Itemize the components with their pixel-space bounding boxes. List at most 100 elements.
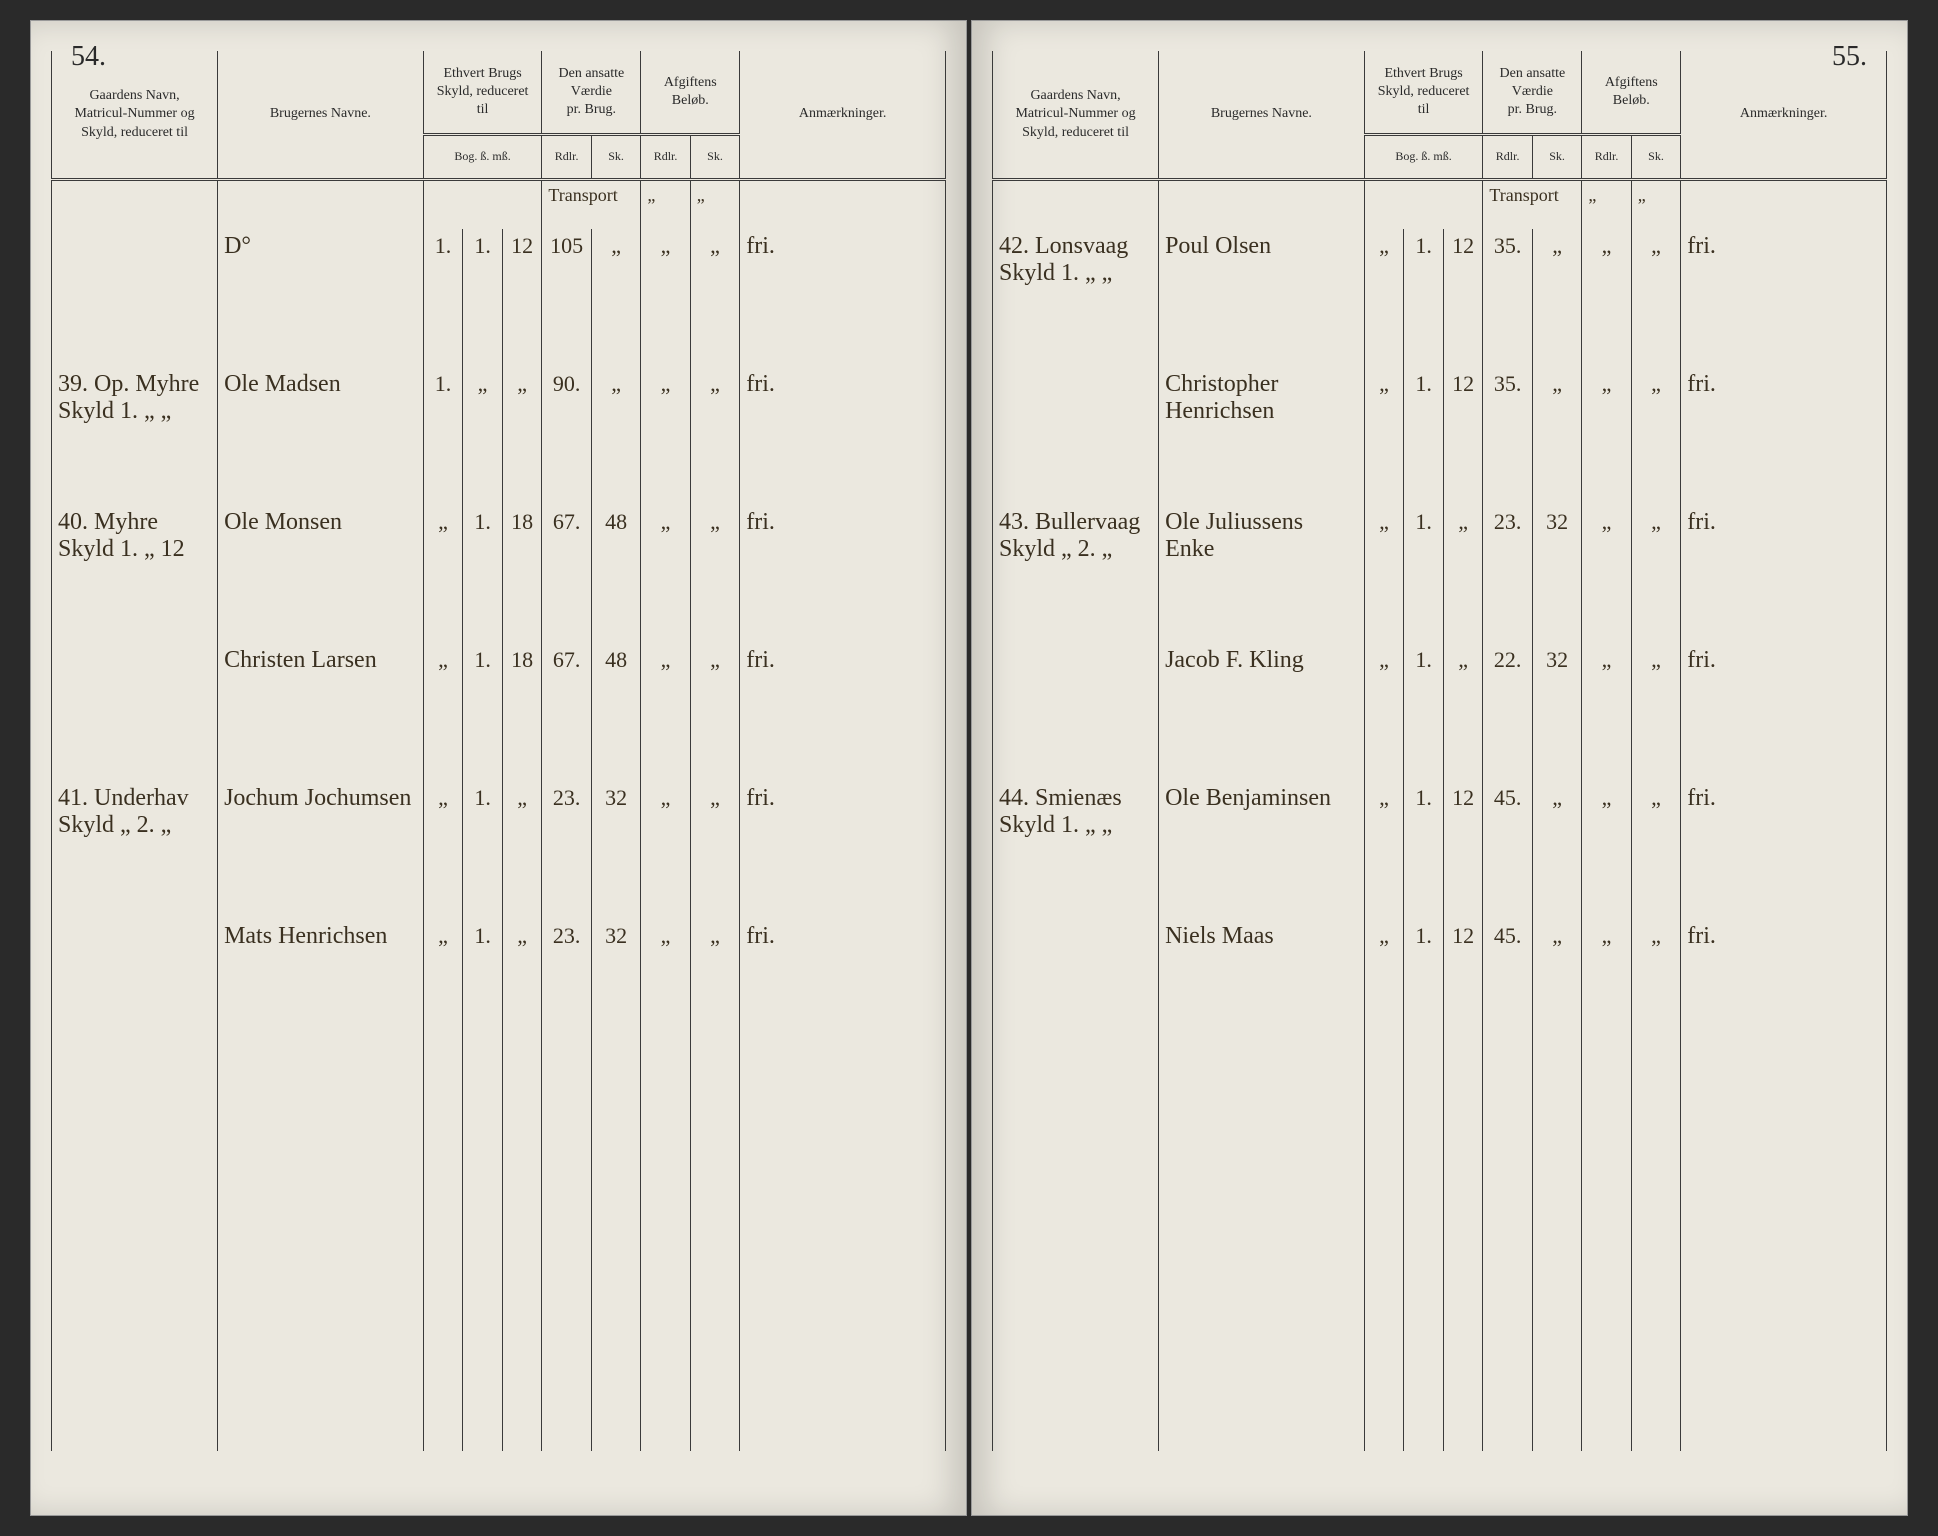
- cell-a2: „: [1631, 781, 1680, 919]
- cell-s1: „: [423, 919, 463, 1057]
- table-row: 44. SmienæsSkyld 1. „ „ Ole Benjaminsen …: [993, 781, 1887, 919]
- cell-anm: fri.: [740, 367, 946, 505]
- header-afgift: AfgiftensBeløb.: [641, 51, 740, 135]
- cell-v2: „: [1532, 367, 1581, 505]
- cell-gaard: [993, 919, 1159, 1057]
- cell-s2: „: [463, 367, 503, 505]
- cell-s3: „: [1443, 505, 1483, 643]
- cell-anm: fri.: [740, 229, 946, 367]
- cell-a1: „: [1582, 229, 1631, 367]
- subheader-skyld: Bog. ß. mß.: [423, 135, 542, 180]
- cell-gaard: [993, 643, 1159, 781]
- cell-s1: „: [1364, 781, 1404, 919]
- cell-v2: 32: [591, 919, 640, 1057]
- subheader-rdlr1: Rdlr.: [542, 135, 591, 180]
- cell-bruger: Mats Henrichsen: [218, 919, 424, 1057]
- page-number-left: 54.: [71, 41, 106, 73]
- cell-a1: „: [1582, 643, 1631, 781]
- cell-s2: 1.: [463, 229, 503, 367]
- header-vaerdi: Den ansatteVærdiepr. Brug.: [542, 51, 641, 135]
- subheader-sk2: Sk.: [1631, 135, 1680, 180]
- filler-row: [52, 1057, 946, 1451]
- cell-anm: fri.: [1681, 367, 1887, 505]
- cell-a1: „: [641, 919, 690, 1057]
- cell-gaard: 40. MyhreSkyld 1. „ 12: [52, 505, 218, 643]
- cell-anm: fri.: [740, 919, 946, 1057]
- table-row: D° 1. 1. 12 105 „ „ „ fri.: [52, 229, 946, 367]
- cell-v1: 67.: [542, 505, 591, 643]
- cell-v2: 48: [591, 643, 640, 781]
- table-row: Mats Henrichsen „ 1. „ 23. 32 „ „ fri.: [52, 919, 946, 1057]
- cell-anm: fri.: [1681, 505, 1887, 643]
- transport-label: Transport: [1483, 180, 1582, 230]
- cell-a1: „: [1582, 367, 1631, 505]
- cell-a1: „: [1582, 505, 1631, 643]
- cell-s3: „: [1443, 643, 1483, 781]
- cell-anm: fri.: [1681, 643, 1887, 781]
- cell-gaard: 44. SmienæsSkyld 1. „ „: [993, 781, 1159, 919]
- cell-v1: 23.: [542, 919, 591, 1057]
- cell-s1: „: [1364, 367, 1404, 505]
- cell-s3: 12: [1443, 919, 1483, 1057]
- filler-row: [993, 1057, 1887, 1451]
- cell-anm: fri.: [1681, 229, 1887, 367]
- cell-a1: „: [641, 367, 690, 505]
- cell-s3: „: [502, 919, 542, 1057]
- ledger-table-left: Gaardens Navn,Matricul-Nummer ogSkyld, r…: [51, 51, 946, 1451]
- cell-a2: „: [690, 781, 739, 919]
- cell-v1: 23.: [1483, 505, 1532, 643]
- cell-s1: 1.: [423, 367, 463, 505]
- cell-a2: „: [1631, 229, 1680, 367]
- cell-a2: „: [1631, 367, 1680, 505]
- cell-gaard: 43. BullervaagSkyld „ 2. „: [993, 505, 1159, 643]
- cell-s3: 12: [502, 229, 542, 367]
- subheader-sk1: Sk.: [1532, 135, 1581, 180]
- cell-anm: fri.: [1681, 919, 1887, 1057]
- ledger-book: 54. Gaardens Navn,Matricul-Nummer ogSkyl…: [0, 0, 1938, 1536]
- cell-gaard: 41. UnderhavSkyld „ 2. „: [52, 781, 218, 919]
- cell-s2: 1.: [1404, 505, 1444, 643]
- table-row: Niels Maas „ 1. 12 45. „ „ „ fri.: [993, 919, 1887, 1057]
- cell-v2: „: [1532, 229, 1581, 367]
- cell-s3: 18: [502, 505, 542, 643]
- cell-v1: 23.: [542, 781, 591, 919]
- cell-gaard: [52, 229, 218, 367]
- cell-s2: 1.: [463, 505, 503, 643]
- header-skyld: Ethvert BrugsSkyld, reducerettil: [1364, 51, 1483, 135]
- table-row: 40. MyhreSkyld 1. „ 12 Ole Monsen „ 1. 1…: [52, 505, 946, 643]
- cell-a2: „: [1631, 505, 1680, 643]
- cell-s2: 1.: [1404, 229, 1444, 367]
- table-row: Jacob F. Kling „ 1. „ 22. 32 „ „ fri.: [993, 643, 1887, 781]
- cell-v2: 32: [1532, 643, 1581, 781]
- ledger-body-left: Transport „„ D° 1. 1. 12 105 „ „ „ fri. …: [52, 180, 946, 1452]
- cell-v2: „: [1532, 781, 1581, 919]
- cell-a2: „: [1631, 919, 1680, 1057]
- cell-s2: 1.: [1404, 643, 1444, 781]
- cell-gaard: [52, 919, 218, 1057]
- cell-gaard: [52, 643, 218, 781]
- header-afgift: AfgiftensBeløb.: [1582, 51, 1681, 135]
- cell-s3: 12: [1443, 367, 1483, 505]
- cell-s2: 1.: [463, 781, 503, 919]
- cell-s3: 12: [1443, 781, 1483, 919]
- cell-s1: „: [1364, 229, 1404, 367]
- subheader-skyld: Bog. ß. mß.: [1364, 135, 1483, 180]
- cell-bruger: Jochum Jochumsen: [218, 781, 424, 919]
- table-row: 41. UnderhavSkyld „ 2. „ Jochum Jochumse…: [52, 781, 946, 919]
- cell-v2: „: [591, 229, 640, 367]
- cell-v1: 45.: [1483, 919, 1532, 1057]
- cell-bruger: Ole Monsen: [218, 505, 424, 643]
- cell-v1: 35.: [1483, 229, 1532, 367]
- cell-a2: „: [690, 367, 739, 505]
- subheader-sk1: Sk.: [591, 135, 640, 180]
- cell-s1: „: [423, 781, 463, 919]
- cell-s3: 18: [502, 643, 542, 781]
- cell-a1: „: [641, 643, 690, 781]
- header-gaard: Gaardens Navn,Matricul-Nummer ogSkyld, r…: [993, 51, 1159, 180]
- header-bruger: Brugernes Navne.: [218, 51, 424, 180]
- cell-anm: fri.: [740, 643, 946, 781]
- right-page: 55. Gaardens Navn,Matricul-Nummer ogSkyl…: [971, 20, 1908, 1516]
- cell-bruger: Christen Larsen: [218, 643, 424, 781]
- cell-a2: „: [690, 643, 739, 781]
- table-row: 43. BullervaagSkyld „ 2. „ Ole Juliussen…: [993, 505, 1887, 643]
